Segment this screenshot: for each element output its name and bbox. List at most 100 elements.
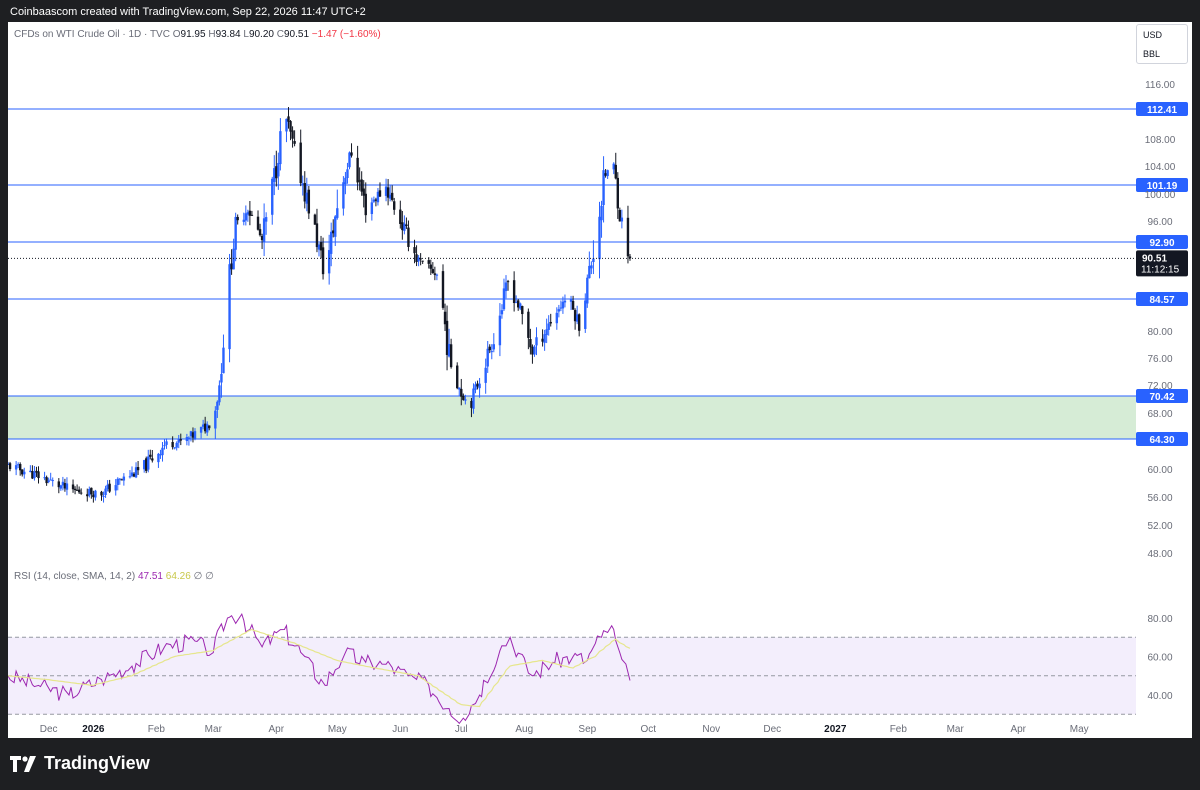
candle-body	[21, 469, 24, 475]
candle-body	[543, 334, 546, 343]
candle-body	[590, 265, 593, 269]
candle-body	[118, 478, 121, 480]
candle-body	[147, 456, 150, 470]
unit-label[interactable]: BBL	[1143, 49, 1161, 59]
candle-body	[348, 152, 351, 168]
price-chart[interactable]: 112.41 101.19 92.90 84.57 70.42 64.30 116.00 10…	[8, 22, 1192, 738]
candle-body	[456, 365, 459, 389]
level-price-label: 92.90	[1149, 238, 1174, 249]
candle-body	[277, 162, 280, 177]
candle-body	[435, 274, 439, 276]
candle-body	[244, 213, 248, 221]
candle-body	[165, 441, 168, 445]
candle-body	[273, 168, 276, 182]
candle-body	[145, 458, 148, 471]
candle-body	[23, 471, 26, 475]
candle-body	[218, 385, 221, 403]
level-price-label: 112.41	[1147, 105, 1177, 116]
candle-body	[592, 258, 595, 263]
candle-body	[163, 445, 166, 447]
price-legend: CFDs on WTI Crude Oil · 1D · TVC O91.95 …	[14, 29, 381, 40]
candle-body	[59, 485, 63, 489]
candle-body	[279, 131, 282, 165]
candle-body	[132, 473, 136, 477]
rsi-tick-label: 40.00	[1147, 691, 1172, 702]
candle-body	[185, 437, 189, 442]
candle-body	[336, 208, 339, 218]
candle-body	[319, 242, 323, 251]
unit-selector[interactable]: USD BBL	[1136, 24, 1188, 64]
open-value: 91.95	[180, 29, 206, 40]
time-tick-label: Mar	[947, 724, 965, 735]
candle-body	[401, 222, 404, 231]
high-value: 93.84	[215, 29, 241, 40]
candle-body	[561, 301, 565, 309]
candle-body	[521, 306, 524, 315]
candle-body	[275, 166, 278, 179]
candle-body	[206, 424, 209, 433]
price-tick-label: 68.00	[1147, 409, 1172, 420]
candle-body	[472, 388, 475, 409]
candle-body	[433, 273, 437, 275]
candle-body	[557, 309, 561, 312]
chart-panel[interactable]: 112.41 101.19 92.90 84.57 70.42 64.30 116.00 10…	[8, 22, 1192, 738]
candle-body	[73, 488, 77, 491]
candle-body	[514, 302, 518, 304]
candle-body	[171, 442, 174, 448]
level-price-label: 101.19	[1147, 181, 1178, 192]
candle-body	[334, 216, 337, 237]
candle-body	[616, 177, 620, 209]
candle-body	[193, 431, 197, 439]
candle-body	[519, 303, 522, 309]
candle-body	[447, 343, 451, 357]
candle-body	[134, 467, 138, 478]
time-tick-label: 2026	[82, 724, 105, 735]
candle-body	[130, 472, 134, 476]
tradingview-logo[interactable]: TradingView	[10, 753, 150, 774]
candle-body	[189, 431, 193, 437]
candle-body	[618, 209, 622, 222]
candle-body	[51, 480, 54, 482]
candle-body	[149, 454, 152, 457]
candle-body	[516, 300, 520, 308]
countdown-label: 11:12:15	[1141, 264, 1180, 275]
candle-body	[37, 471, 40, 479]
candle-body	[220, 374, 223, 383]
candle-body	[584, 300, 587, 329]
price-tick-label: 80.00	[1147, 327, 1172, 338]
candle-body	[88, 489, 91, 496]
level-price-label: 84.57	[1149, 295, 1174, 306]
candle-body	[100, 491, 103, 496]
level-price-tag	[1136, 432, 1188, 446]
candle-body	[327, 250, 331, 274]
candle-body	[541, 338, 544, 342]
currency-label[interactable]: USD	[1143, 30, 1163, 40]
low-value: 90.20	[248, 29, 274, 40]
candle-body	[232, 248, 235, 270]
candle-body	[350, 152, 353, 156]
candle-body	[104, 488, 107, 495]
candle-body	[393, 201, 396, 210]
candle-body	[427, 260, 430, 264]
candle-body	[271, 178, 274, 215]
time-tick-label: May	[328, 724, 347, 735]
candle-body	[458, 387, 461, 390]
candle-body	[136, 467, 140, 471]
candle-body	[376, 191, 380, 203]
level-price-label: 70.42	[1149, 392, 1174, 403]
candle-body	[128, 476, 132, 478]
candle-body	[264, 217, 268, 222]
candle-body	[370, 202, 374, 215]
candle-body	[486, 348, 489, 367]
price-tick-label: 100.00	[1145, 190, 1176, 201]
price-tick-label: 96.00	[1147, 217, 1172, 228]
candle-body	[307, 189, 311, 214]
candle-body	[157, 453, 160, 463]
candle-body	[102, 495, 105, 497]
candle-body	[504, 282, 508, 292]
level-price-tag	[1136, 292, 1188, 306]
candle-body	[529, 338, 532, 348]
candle-body	[293, 141, 296, 144]
time-tick-label: Sep	[578, 724, 596, 735]
level-price-tag	[1136, 102, 1188, 116]
